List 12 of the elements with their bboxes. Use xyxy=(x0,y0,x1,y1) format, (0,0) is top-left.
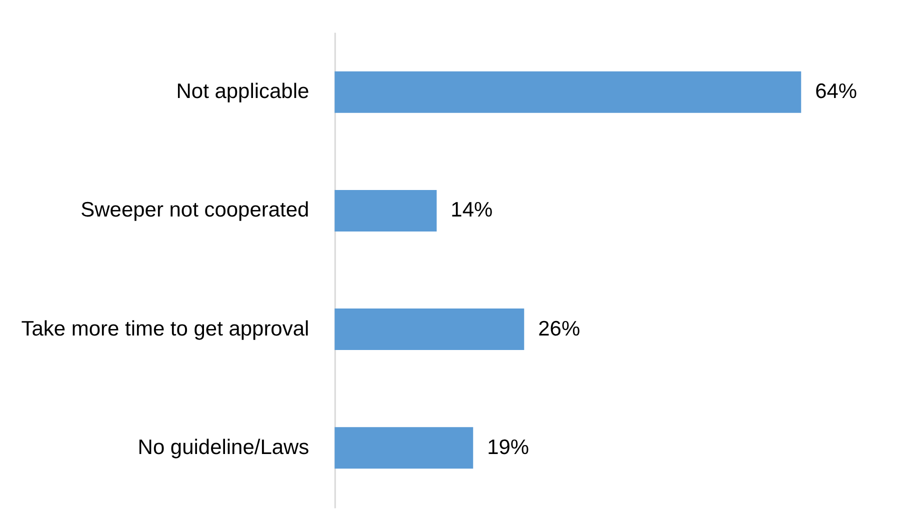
bar xyxy=(334,427,474,469)
data-label: 14% xyxy=(450,198,493,222)
data-label: 64% xyxy=(815,80,858,104)
y-tick-label: No guideline/Laws xyxy=(138,436,310,459)
y-tick-label: Take more time to get approval xyxy=(21,317,310,340)
y-tick-label: Not applicable xyxy=(176,80,310,104)
bar xyxy=(334,308,524,350)
bar xyxy=(334,71,802,113)
y-tick-label: Sweeper not cooperated xyxy=(80,198,310,222)
data-label: 19% xyxy=(487,436,530,459)
bar xyxy=(334,190,437,232)
data-label: 26% xyxy=(538,317,580,340)
